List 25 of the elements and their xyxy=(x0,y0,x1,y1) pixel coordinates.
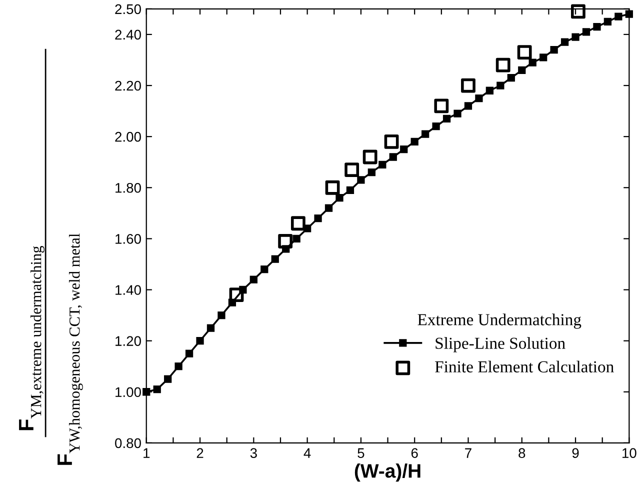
x-tick-label: 6 xyxy=(411,448,418,458)
x-tick-label: 4 xyxy=(304,448,311,458)
legend-title: Extreme Undermatching xyxy=(418,314,582,329)
y-tick-label: 1.80 xyxy=(116,182,141,193)
x-tick-label: 7 xyxy=(465,448,472,458)
x-tick-label: 3 xyxy=(250,448,257,458)
y-tick-label: 1.40 xyxy=(116,285,141,295)
y-tick-label: 2.20 xyxy=(115,80,141,91)
y-tick-label: 2.50 xyxy=(115,4,141,14)
x-axis-title: (W-a)/H xyxy=(354,464,420,482)
x-tick-label: 2 xyxy=(196,448,204,458)
text: FYM,extreme undermatching FYW,homogeneous CCT, weld metal xyxy=(19,234,83,465)
y-tick-label: 1.60 xyxy=(116,234,141,244)
x-tick-label: 9 xyxy=(572,448,579,458)
x-tick-label: 5 xyxy=(358,448,364,458)
legend-label: Finite Element Calculation xyxy=(435,360,614,372)
x-tick-label: 8 xyxy=(518,448,526,458)
y-tick-label: 0.80 xyxy=(115,438,141,448)
y-tick-label: 1.20 xyxy=(116,336,141,346)
y-tick-label: 2.40 xyxy=(115,30,141,40)
x-tick-label: 1 xyxy=(144,448,150,458)
y-tick-label: 1.00 xyxy=(116,387,141,398)
legend-label: Slipe-Line Solution xyxy=(436,337,566,352)
x-tick-label: 10 xyxy=(622,448,636,458)
y-tick-label: 2.00 xyxy=(115,132,141,142)
